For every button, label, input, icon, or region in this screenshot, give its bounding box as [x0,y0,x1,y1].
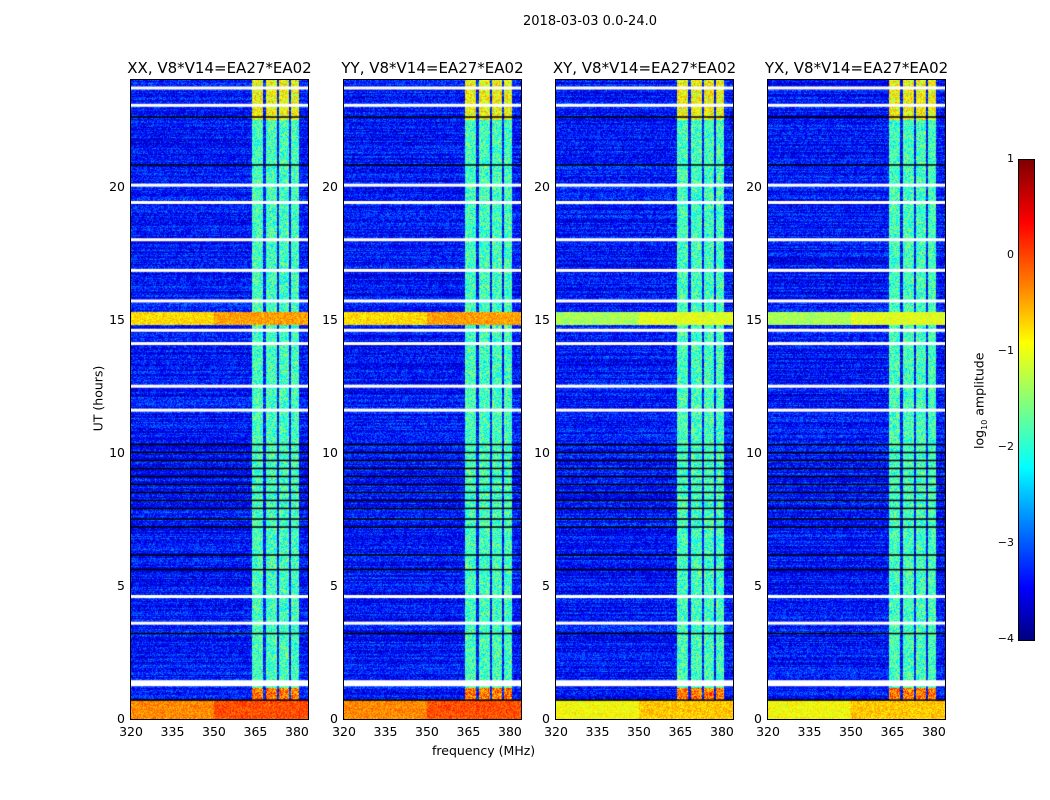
colorbar-label-sub: 10 [979,419,989,430]
x-tick-label: 365 [456,724,481,739]
colorbar-tick-label: −1 [997,344,1014,357]
x-tick-label: 380 [498,724,522,739]
y-tick-label: 15 [109,311,125,327]
y-tick-label: 10 [746,444,762,460]
y-tick-label: 0 [542,711,550,726]
x-tick-label: 380 [922,724,946,739]
y-tick-label: 20 [109,178,125,194]
x-tick-label: 365 [243,724,268,739]
x-tick-label: 365 [880,724,905,739]
y-tick-label: 20 [322,178,338,194]
colorbar-tick-label: −3 [997,536,1014,549]
panel-title: XY, V8*V14=EA27*EA02 [552,59,737,77]
y-tick-label: 10 [534,444,550,460]
colorbar-tick-label: −4 [997,632,1014,645]
y-tick-label: 0 [330,711,338,726]
x-tick-label: 365 [668,724,693,739]
y-tick-label: 15 [322,311,338,327]
y-tick-label: 10 [109,444,125,460]
y-tick-label: 15 [746,311,762,327]
y-axis-label: UT (hours) [90,365,106,432]
x-tick-label: 350 [839,724,863,739]
panel-title: YX, V8*V14=EA27*EA02 [764,59,949,77]
colorbar [1018,159,1035,641]
figure-suptitle: 2018-03-03 0.0-24.0 [523,14,657,29]
heatmap-xy [556,80,733,719]
x-tick-label: 320 [544,724,568,739]
y-tick-label: 15 [534,311,550,327]
x-tick-label: 320 [119,724,143,739]
heatmap-xx [131,80,308,719]
x-tick-label: 380 [285,724,309,739]
y-tick-label: 5 [330,577,338,593]
x-tick-label: 335 [797,724,822,739]
y-tick-label: 5 [754,577,762,593]
y-tick-label: 5 [117,577,125,593]
x-tick-label: 320 [756,724,780,739]
x-tick-label: 350 [202,724,226,739]
x-tick-label: 350 [627,724,651,739]
y-tick-label: 5 [542,577,550,593]
x-axis-label: frequency (MHz) [432,743,536,758]
heatmap-yy [344,80,521,719]
panel-title: YY, V8*V14=EA27*EA02 [341,59,524,77]
panel-title: XX, V8*V14=EA27*EA02 [127,59,312,77]
x-tick-label: 380 [710,724,734,739]
colorbar-tick-label: 0 [1007,248,1014,261]
y-tick-label: 0 [754,711,762,726]
colorbar-label-log: log [971,429,987,449]
x-tick-label: 320 [332,724,356,739]
colorbar-tick-label: 1 [1007,152,1014,165]
colorbar-tick-label: −2 [997,440,1014,453]
y-tick-label: 10 [322,444,338,460]
x-tick-label: 335 [373,724,398,739]
colorbar-label: log10 amplitude [971,341,989,461]
x-tick-label: 335 [160,724,185,739]
y-tick-label: 20 [534,178,550,194]
y-tick-label: 20 [746,178,762,194]
x-tick-label: 350 [415,724,439,739]
y-tick-label: 0 [117,711,125,726]
heatmap-yx [768,80,945,719]
x-tick-label: 335 [585,724,610,739]
colorbar-label-rest: amplitude [971,352,987,420]
